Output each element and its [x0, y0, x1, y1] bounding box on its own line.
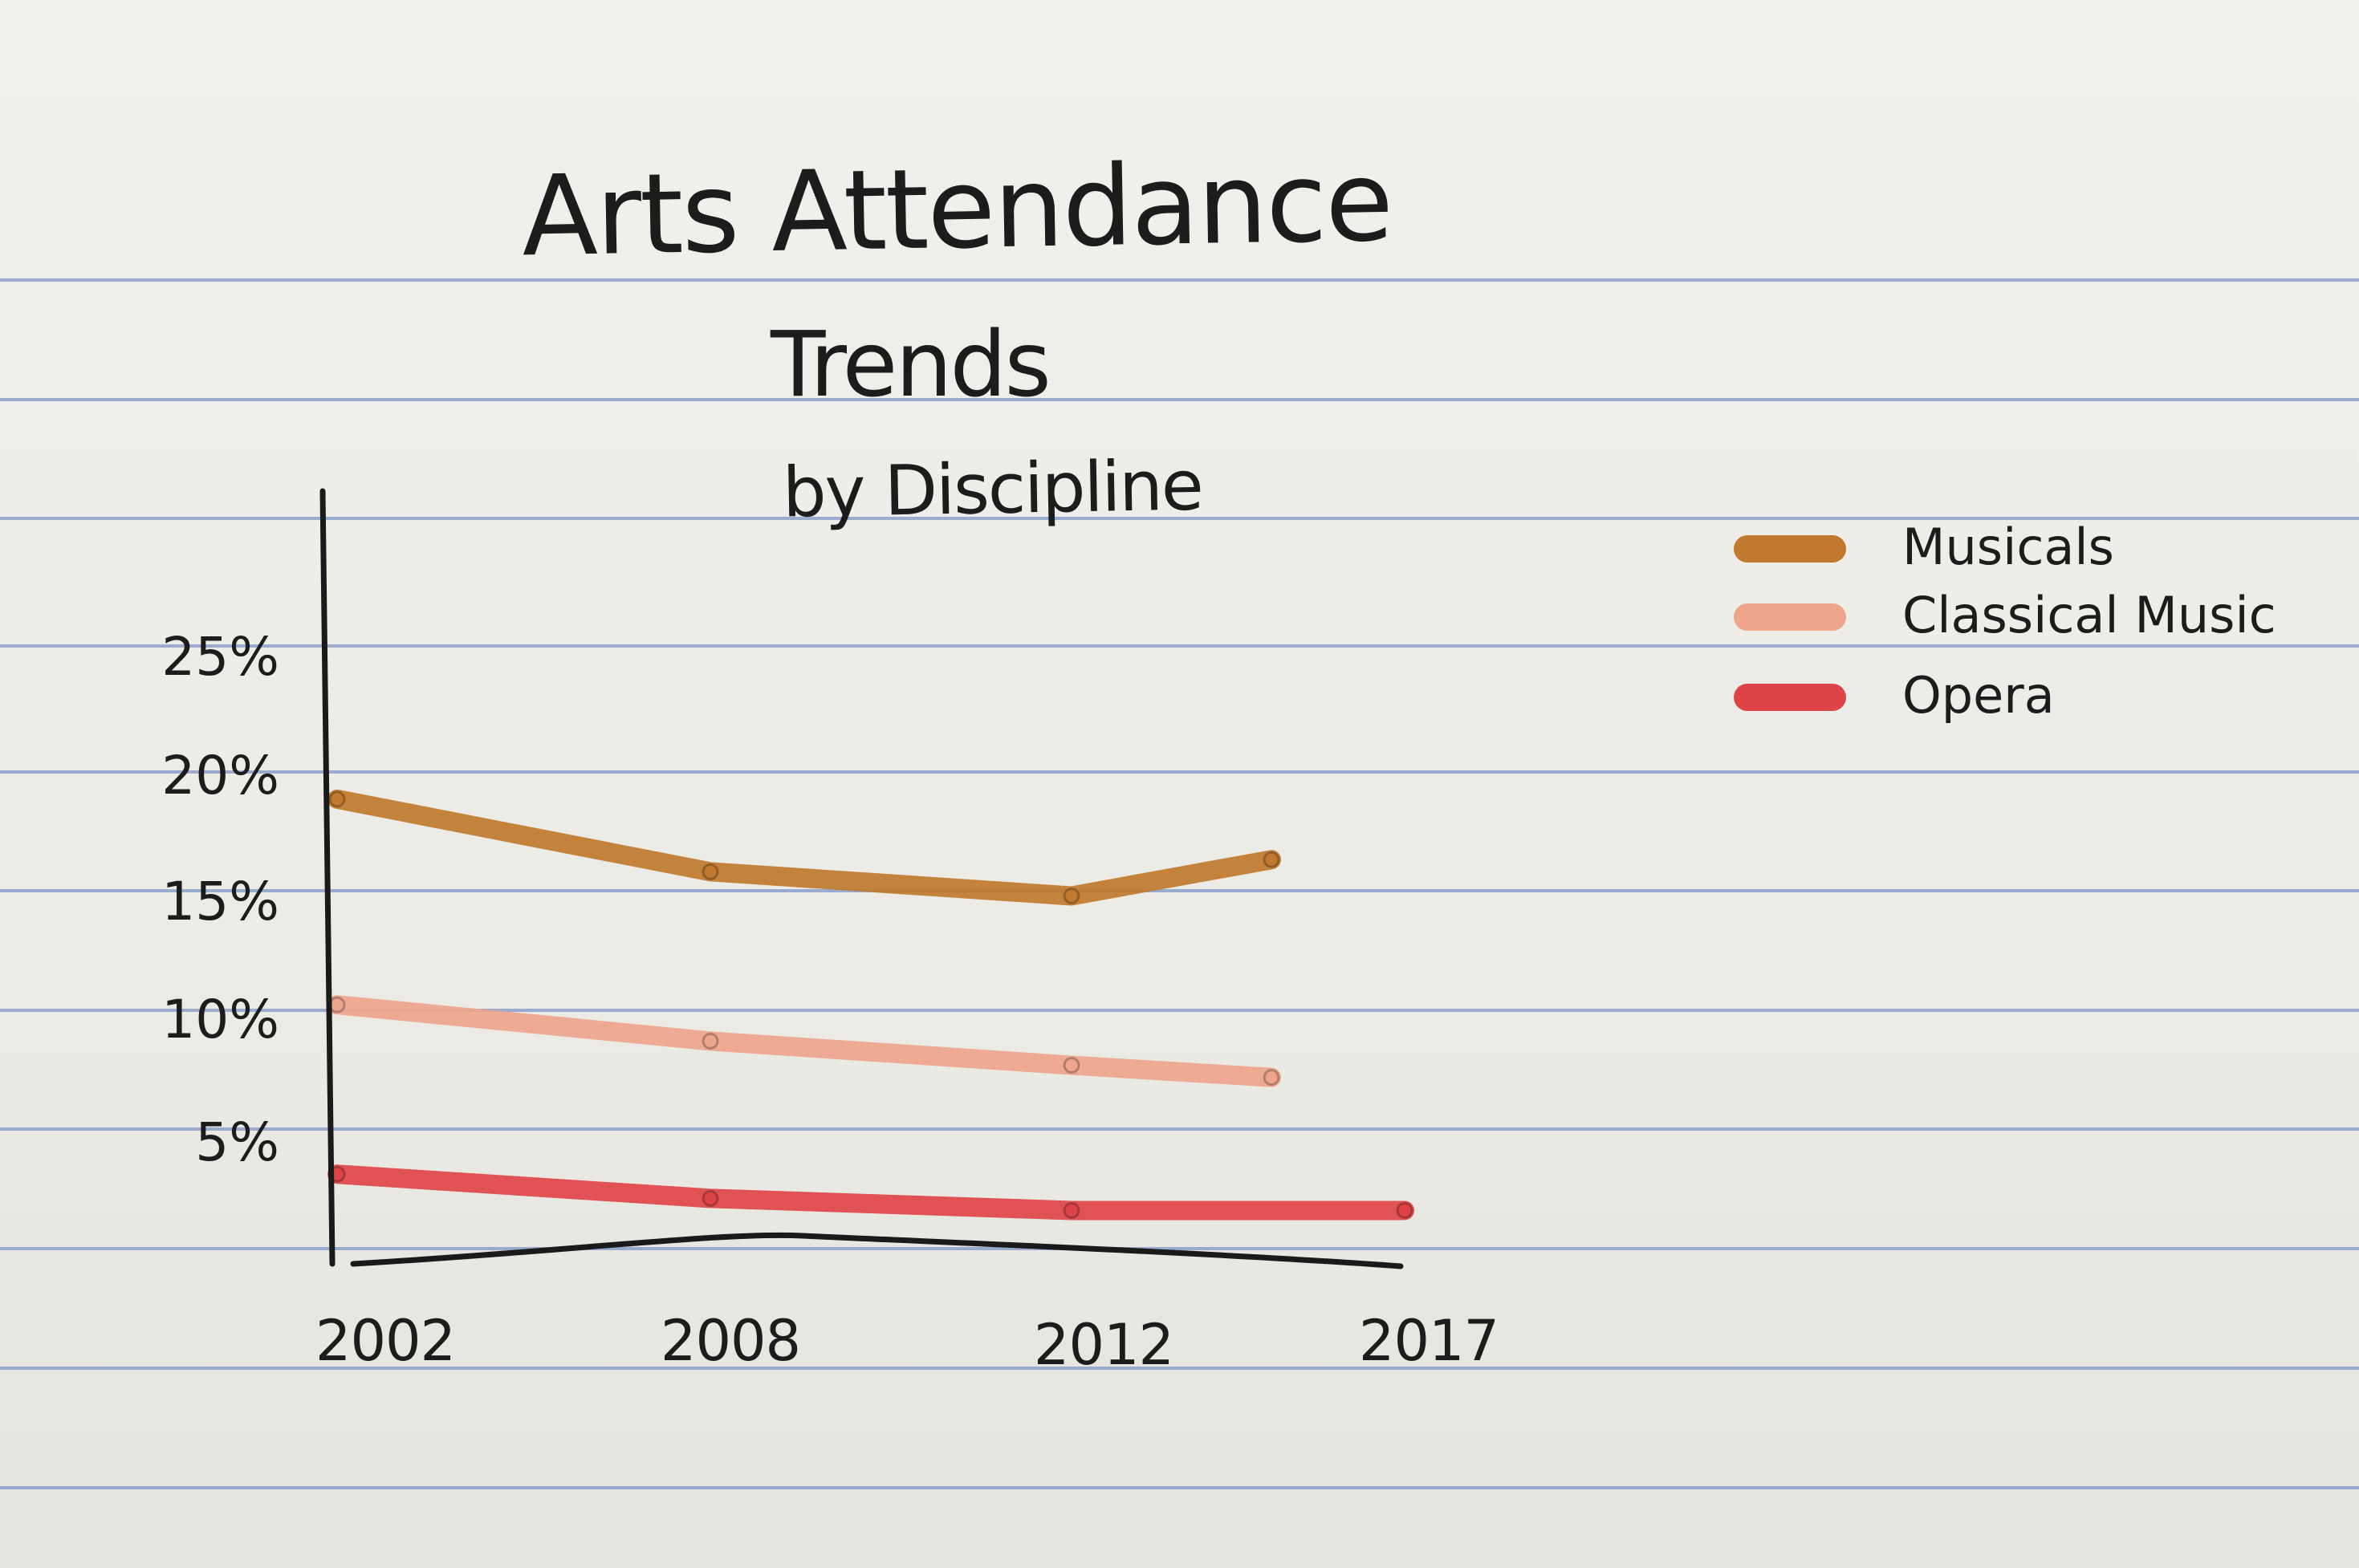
legend-swatch	[1734, 535, 1846, 563]
x-tick-label: 2008	[660, 1308, 801, 1374]
series-line	[327, 789, 1281, 906]
chart-title-line-2: Trends	[771, 313, 1051, 417]
series-line	[327, 1164, 1414, 1221]
data-point	[1396, 1201, 1413, 1219]
x-tick-label: 2012	[1033, 1312, 1174, 1378]
ruled-line	[0, 398, 2359, 401]
ruled-line	[0, 1009, 2359, 1012]
x-axis	[350, 1232, 1404, 1269]
legend-label: Opera	[1902, 666, 2055, 725]
data-point	[328, 790, 346, 808]
data-point	[328, 996, 346, 1014]
data-point	[1263, 851, 1280, 868]
data-point	[702, 1032, 719, 1050]
y-tick-label: 5%	[195, 1111, 279, 1173]
y-tick-label: 25%	[161, 626, 279, 688]
ruled-line	[0, 517, 2359, 520]
ruled-line	[0, 1486, 2359, 1489]
legend-label: Musicals	[1902, 518, 2114, 576]
y-tick-label: 15%	[161, 871, 279, 932]
ruled-line	[0, 644, 2359, 648]
x-tick-label: 2002	[315, 1308, 456, 1374]
y-tick-label: 20%	[161, 745, 279, 806]
data-point	[1063, 888, 1080, 904]
ruled-line	[0, 1127, 2359, 1131]
ruled-line	[0, 770, 2359, 774]
series-layer	[327, 789, 1414, 1221]
ruled-line	[0, 889, 2359, 892]
data-point	[1063, 1057, 1080, 1074]
data-point	[702, 1189, 719, 1207]
data-point	[1063, 1201, 1080, 1219]
data-point	[1263, 1069, 1280, 1087]
legend-label: Classical Music	[1902, 586, 2276, 644]
y-tick-label: 10%	[161, 989, 279, 1050]
legend-swatch	[1734, 603, 1846, 631]
y-axis	[319, 488, 336, 1267]
series-line	[327, 995, 1281, 1087]
legend-swatch	[1734, 684, 1846, 711]
ruled-line	[0, 1367, 2359, 1370]
data-point	[702, 863, 719, 880]
x-tick-label: 2017	[1358, 1308, 1499, 1374]
ruled-line	[0, 278, 2359, 282]
ruled-line	[0, 1247, 2359, 1250]
